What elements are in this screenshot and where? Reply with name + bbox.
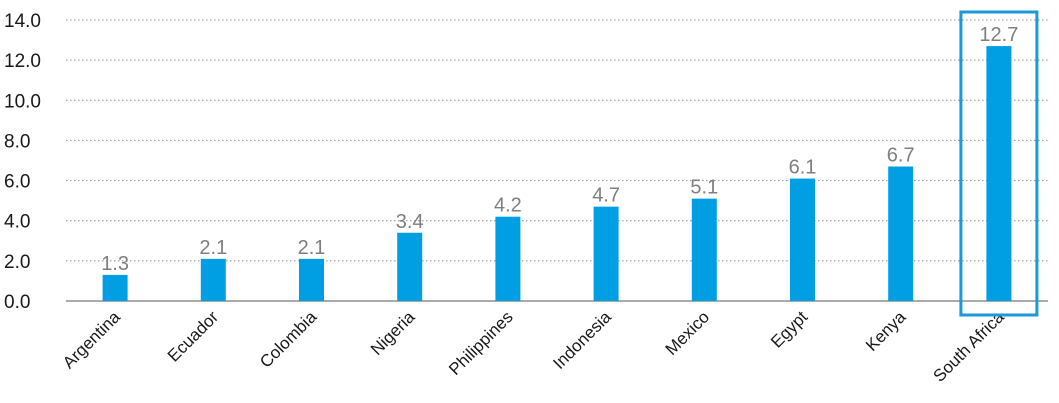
data-label-argentina: 1.3 — [101, 253, 129, 275]
bar-philippines — [495, 216, 521, 301]
category-label-kenya: Kenya — [862, 307, 910, 355]
data-label-colombia: 2.1 — [298, 237, 326, 259]
bar-egypt — [790, 178, 815, 301]
bar-argentina — [102, 274, 128, 301]
y-tick-label-12.0: 12.0 — [4, 51, 41, 72]
y-tick-label-6.0: 6.0 — [4, 172, 30, 193]
category-label-argentina: Argentina — [59, 307, 124, 372]
category-label-south-africa: South Africa — [929, 307, 1008, 386]
gridlines — [66, 19, 1048, 302]
data-label-indonesia: 4.7 — [592, 185, 620, 207]
y-tick-label-10.0: 10.0 — [4, 91, 41, 112]
highlight-layer — [959, 10, 1039, 317]
bar-mexico — [691, 198, 717, 301]
bar-colombia — [299, 258, 324, 301]
category-label-philippines: Philippines — [445, 307, 517, 379]
data-label-ecuador: 2.1 — [199, 237, 227, 259]
y-tick-label-0.0: 0.0 — [4, 292, 30, 313]
category-label-egypt: Egypt — [767, 307, 811, 351]
category-label-indonesia: Indonesia — [549, 307, 615, 373]
category-label-nigeria: Nigeria — [367, 307, 419, 359]
bars — [102, 46, 1012, 301]
bar-ecuador — [200, 258, 226, 301]
y-tick-label-4.0: 4.0 — [4, 212, 30, 233]
y-tick-label-2.0: 2.0 — [4, 252, 30, 273]
data-label-kenya: 6.7 — [887, 145, 915, 167]
bar-indonesia — [593, 206, 619, 301]
category-label-ecuador: Ecuador — [164, 307, 222, 365]
bar-nigeria — [397, 232, 423, 301]
category-label-mexico: Mexico — [662, 307, 714, 359]
bar-south-africa — [986, 46, 1012, 301]
data-label-egypt: 6.1 — [789, 157, 817, 179]
highlight-box-south-africa — [959, 10, 1039, 317]
bar-kenya — [888, 166, 914, 301]
data-label-nigeria: 3.4 — [396, 211, 424, 233]
data-label-south-africa: 12.7 — [979, 24, 1018, 46]
data-label-mexico: 5.1 — [690, 177, 718, 199]
data-label-philippines: 4.2 — [494, 195, 522, 217]
x-axis-category-labels: Argentina Ecuador Colombia Nigeria Philippin… — [59, 307, 1008, 386]
category-label-colombia: Colombia — [256, 307, 321, 372]
y-tick-label-14.0: 14.0 — [4, 11, 41, 32]
y-tick-label-8.0: 8.0 — [4, 131, 30, 152]
data-labels: 1.3 2.1 2.1 3.4 4.2 4.7 5.1 6.1 6.7 12.7 — [101, 24, 1018, 275]
y-axis-tick-labels: 0.0 2.0 4.0 6.0 8.0 10.0 12.0 14.0 — [4, 11, 41, 313]
